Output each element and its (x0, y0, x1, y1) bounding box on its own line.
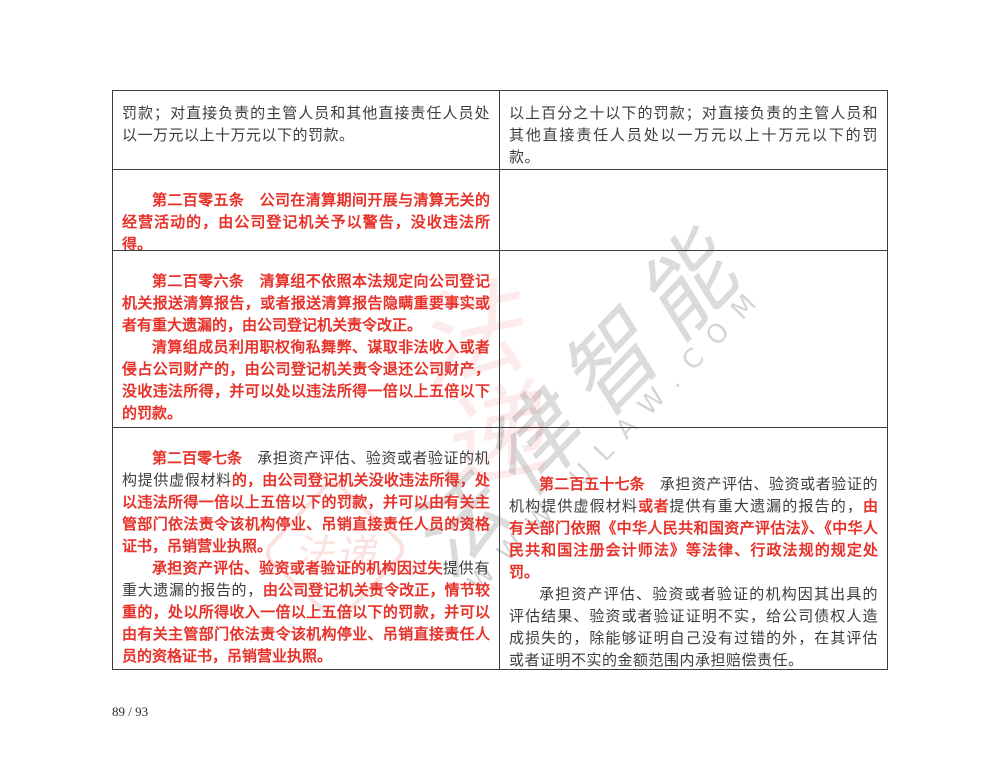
text-run-red: 的，由公司登记机关没收违法所得，处以违法所得一倍以上五倍以下的罚款，并可以由有关… (122, 472, 490, 555)
paragraph: 清算组成员利用职权徇私舞弊、谋取非法收入或者侵占公司财产的，由公司登记机关责令退… (122, 337, 490, 425)
paragraph: 第二百零七条 承担资产评估、验资或者验证的机构提供虚假材料的，由公司登记机关没收… (122, 448, 490, 558)
text-run-red: 第二百五十七条 (539, 476, 660, 493)
paragraph: 第二百五十七条 承担资产评估、验资或者验证的机构提供虚假材料或者提供有重大遗漏的… (509, 474, 878, 584)
text-run-black: 承担资产评估、验资或者验证的机构因其出具的评估结果、验资或者验证证明不实，给公司… (509, 587, 878, 669)
paragraph: 第二百零五条 公司在清算期间开展与清算无关的经营活动的，由公司登记机关予以警告，… (122, 190, 490, 250)
text-run-red: 由有关部门依照《中华人民共和国资产评估法》、《中华人民共和国注册会计师法》等法律… (509, 498, 878, 581)
text-run-black: 承担资产评估、验资或者验证的机构提供虚假材料 (122, 451, 490, 489)
text-run-black: 以上百分之十以下的罚款；对直接负责的主管人员和其他直接责任人员处以一万元以上十万… (509, 106, 878, 166)
table-cell-left: 第二百零六条 清算组不依照本法规定向公司登记机关报送清算报告，或者报送清算报告隐… (113, 251, 500, 427)
paragraph: 第二百零六条 清算组不依照本法规定向公司登记机关报送清算报告，或者报送清算报告隐… (122, 271, 490, 337)
table-cell-left: 第二百零五条 公司在清算期间开展与清算无关的经营活动的，由公司登记机关予以警告，… (113, 170, 500, 250)
table-row: 第二百零七条 承担资产评估、验资或者验证的机构提供虚假材料的，由公司登记机关没收… (113, 428, 887, 669)
table-cell-left: 罚款；对直接负责的主管人员和其他直接责任人员处以一万元以上十万元以下的罚款。 (113, 91, 500, 169)
law-comparison-table: 罚款；对直接负责的主管人员和其他直接责任人员处以一万元以上十万元以下的罚款。 以上… (112, 90, 888, 670)
text-run-red: 由公司登记机关责令改正，情节较重的，处以所得收入一倍以上五倍以下的罚款，并可以由… (122, 582, 490, 665)
paragraph: 承担资产评估、验资或者验证的机构因过失提供有重大遗漏的报告的，由公司登记机关责令… (122, 558, 490, 668)
table-cell-right (500, 251, 887, 427)
text-run-red: 第二百零五条 公司在清算期间开展与清算无关的经营活动的，由公司登记机关予以警告，… (122, 192, 490, 250)
table-row: 第二百零六条 清算组不依照本法规定向公司登记机关报送清算报告，或者报送清算报告隐… (113, 251, 887, 428)
table-row: 罚款；对直接负责的主管人员和其他直接责任人员处以一万元以上十万元以下的罚款。 以上… (113, 91, 887, 170)
page-number: 89 / 93 (112, 704, 149, 719)
paragraph: 承担资产评估、验资或者验证的机构因其出具的评估结果、验资或者验证证明不实，给公司… (509, 584, 878, 669)
text-run-red: 第二百零七条 (152, 450, 258, 467)
text-run-red: 第二百零六条 清算组不依照本法规定向公司登记机关报送清算报告，或者报送清算报告隐… (122, 273, 490, 334)
paragraph: 罚款；对直接负责的主管人员和其他直接责任人员处以一万元以上十万元以下的罚款。 (122, 103, 490, 147)
text-run-red: 清算组成员利用职权徇私舞弊、谋取非法收入或者侵占公司财产的，由公司登记机关责令退… (122, 339, 490, 422)
text-run-black: 罚款；对直接负责的主管人员和其他直接责任人员处以一万元以上十万元以下的罚款。 (122, 106, 490, 144)
table-cell-right: 第二百五十七条 承担资产评估、验资或者验证的机构提供虚假材料或者提供有重大遗漏的… (500, 428, 887, 669)
table-row: 第二百零五条 公司在清算期间开展与清算无关的经营活动的，由公司登记机关予以警告，… (113, 170, 887, 251)
text-run-black: 提供有重大遗漏的报告的， (122, 561, 490, 599)
table-cell-left: 第二百零七条 承担资产评估、验资或者验证的机构提供虚假材料的，由公司登记机关没收… (113, 428, 500, 669)
table-cell-right (500, 170, 887, 250)
paragraph: 以上百分之十以下的罚款；对直接负责的主管人员和其他直接责任人员处以一万元以上十万… (509, 103, 878, 169)
text-run-black: 提供有重大遗漏的报告的， (669, 499, 863, 515)
table-cell-right: 以上百分之十以下的罚款；对直接负责的主管人员和其他直接责任人员处以一万元以上十万… (500, 91, 887, 169)
text-run-black: 承担资产评估、验资或者验证的机构提供虚假材料 (509, 477, 878, 515)
text-run-red: 或者 (638, 498, 670, 515)
text-run-red: 承担资产评估、验资或者验证的机构因过失 (152, 560, 443, 577)
